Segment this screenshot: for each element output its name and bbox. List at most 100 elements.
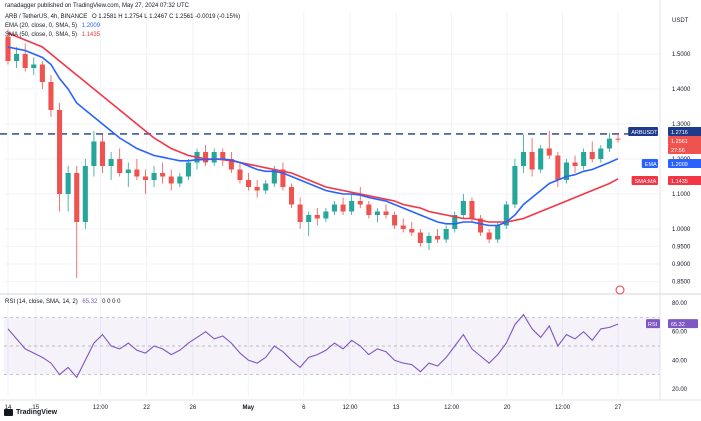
candle-body bbox=[563, 162, 569, 180]
time-tick-label: 12:00 bbox=[93, 405, 109, 411]
candle-body bbox=[392, 215, 398, 226]
candle-body bbox=[185, 162, 191, 177]
candle-body bbox=[254, 187, 260, 191]
rsi-tick-label: 60.00 bbox=[672, 330, 688, 336]
grid bbox=[4, 12, 660, 396]
price-tag-bg bbox=[668, 176, 701, 185]
candle-body bbox=[220, 152, 226, 159]
rsi-tag-name-bg bbox=[646, 319, 660, 329]
candle-body bbox=[520, 152, 527, 166]
rsi-tick-label: 40.00 bbox=[672, 358, 688, 364]
candle-body bbox=[443, 229, 449, 240]
candle-body bbox=[117, 159, 123, 173]
rsi-tag-bg bbox=[668, 319, 698, 329]
candle-body bbox=[280, 169, 286, 187]
candle-body bbox=[366, 204, 372, 215]
tradingview-logo: TradingView bbox=[4, 409, 57, 416]
candle-body bbox=[39, 64, 45, 82]
ema20-line bbox=[7, 46, 619, 227]
ema-legend[interactable]: EMA (20, close, 0, SMA, 5) 1.2009 bbox=[5, 23, 103, 29]
price-tag-value: 1.2716 bbox=[671, 130, 688, 136]
candle-body bbox=[5, 36, 11, 61]
candle-body bbox=[374, 211, 380, 215]
rsi-tick-label: 20.00 bbox=[672, 387, 688, 393]
rsi-legend-label: RSI (14, close, SMA, 14, 2) bbox=[5, 299, 78, 305]
candle-body bbox=[486, 232, 492, 240]
candle-body bbox=[82, 166, 88, 222]
price-tick-label: 1.0000 bbox=[672, 227, 691, 233]
candle-body bbox=[357, 201, 363, 205]
sma-legend[interactable]: SMA (50, close, 0, SMA, 5) 1.1435 bbox=[5, 32, 103, 38]
ohlc-readout: O 1.2581 H 1.2754 L 1.2467 C 1.2561 -0.0… bbox=[91, 14, 241, 20]
price-tag-value: 27:56 bbox=[671, 148, 685, 154]
price-tag-value: 1.2561 bbox=[671, 139, 688, 145]
candle-body bbox=[74, 173, 80, 222]
candle-body bbox=[555, 155, 561, 180]
candle-body bbox=[228, 159, 234, 170]
candle-body bbox=[606, 138, 612, 149]
candle-body bbox=[598, 148, 604, 159]
rsi-tag-name: RSI bbox=[648, 322, 658, 328]
candle-body bbox=[452, 215, 458, 229]
candle-body bbox=[383, 211, 389, 215]
time-tick-label: 12:00 bbox=[444, 405, 460, 411]
series-tag-bg bbox=[631, 176, 658, 185]
time-tick-label: 15 bbox=[32, 405, 39, 411]
rsi-legend[interactable]: RSI (14, close, SMA, 14, 2) 65.32 0 0 0 … bbox=[5, 299, 123, 305]
tradingview-logo-icon bbox=[4, 409, 13, 416]
sma-legend-value: 1.1435 bbox=[81, 32, 101, 38]
candle-body bbox=[460, 201, 466, 215]
candle-body bbox=[349, 201, 355, 212]
series-tag-name: ARBUSDT bbox=[631, 130, 658, 136]
price-tag-bg bbox=[668, 145, 701, 154]
candle-body bbox=[469, 201, 475, 219]
candle-body bbox=[48, 82, 54, 110]
candle-body bbox=[160, 173, 166, 177]
price-layer bbox=[0, 29, 660, 278]
price-tag-bg bbox=[668, 127, 701, 136]
candle-body bbox=[340, 204, 346, 212]
candle-body bbox=[426, 236, 432, 243]
candle-body bbox=[211, 152, 217, 163]
candle-body bbox=[14, 54, 20, 61]
candle-body bbox=[589, 152, 595, 159]
time-tick-label: 22 bbox=[143, 405, 150, 411]
candle-body bbox=[57, 110, 63, 194]
ema-legend-label: EMA (20, close, 0, SMA, 5) bbox=[5, 23, 78, 29]
candle-body bbox=[503, 204, 509, 226]
series-tag-bg bbox=[641, 159, 658, 168]
symbol-title[interactable]: ARB / TetherUS, 4h, BINANCE bbox=[5, 14, 88, 20]
rsi-tick-label: 80.00 bbox=[672, 301, 688, 307]
rsi-tag-value: 65.32 bbox=[671, 322, 685, 328]
candle-body bbox=[546, 148, 552, 156]
candle-body bbox=[31, 64, 37, 68]
time-tick-label: 12:00 bbox=[342, 405, 358, 411]
candle-body bbox=[271, 169, 277, 184]
rsi-line bbox=[7, 313, 619, 379]
candle-body bbox=[65, 173, 71, 194]
sma50-line bbox=[7, 32, 619, 223]
candle-body bbox=[435, 236, 441, 240]
candle-body bbox=[177, 176, 183, 184]
time-tick-label: 20 bbox=[504, 405, 511, 411]
time-tick-label: 13 bbox=[393, 405, 400, 411]
time-tick-label: 27 bbox=[615, 405, 622, 411]
candle-body bbox=[108, 159, 114, 166]
candle-body bbox=[477, 218, 484, 233]
candle-body bbox=[263, 183, 269, 191]
time-tick-label: May bbox=[242, 405, 254, 411]
candle-body bbox=[134, 169, 140, 177]
price-tick-label: 1.1000 bbox=[672, 192, 691, 198]
candle-body bbox=[495, 225, 501, 240]
series-tag-name: SMA:MA bbox=[635, 179, 657, 185]
ema-legend-value: 1.2009 bbox=[81, 23, 101, 29]
rsi-band bbox=[4, 317, 660, 375]
time-tick-label: 6 bbox=[302, 405, 306, 411]
time-tick-label: 12:00 bbox=[555, 405, 571, 411]
candle-body bbox=[615, 138, 621, 140]
candle-body bbox=[314, 215, 320, 219]
alert-icon bbox=[615, 285, 625, 295]
price-tag-value: 1.2009 bbox=[671, 162, 688, 168]
candle-body bbox=[581, 152, 587, 166]
